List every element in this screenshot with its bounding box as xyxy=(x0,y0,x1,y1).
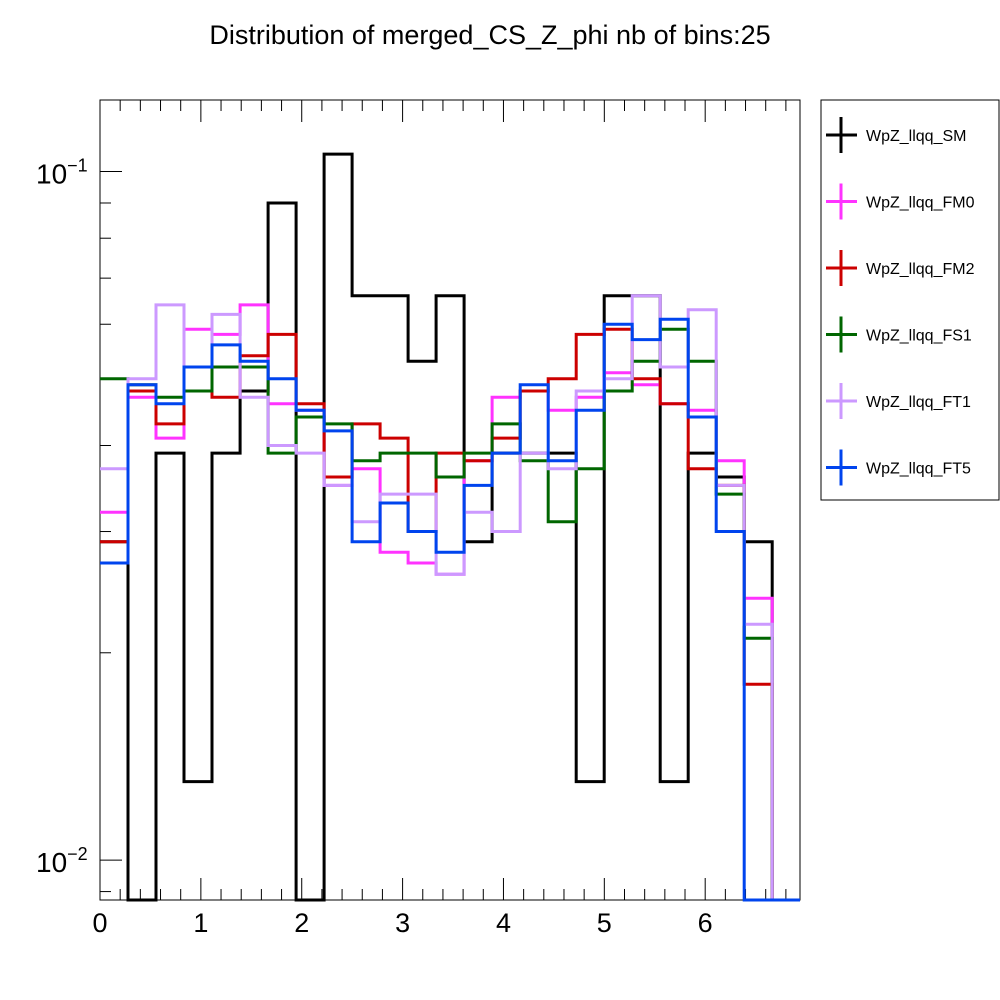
legend-item: WpZ_llqq_FS1 xyxy=(826,316,972,353)
x-tick-label: 1 xyxy=(193,908,208,938)
axes: 0 1 2 3 4 5 6 10−1 10−2 xyxy=(36,100,787,938)
x-tick-label: 5 xyxy=(597,908,612,938)
x-tick-label: 2 xyxy=(294,908,309,938)
x-tick-label: 3 xyxy=(395,908,410,938)
series-line-wpz-llqq-fm2 xyxy=(100,327,800,902)
series-line-wpz-llqq-fm0 xyxy=(100,303,800,902)
legend-item: WpZ_llqq_SM xyxy=(826,117,966,153)
legend: WpZ_llqq_SM WpZ_llqq_FM0 WpZ_llqq_FM2 WpZ_l… xyxy=(820,99,1000,501)
legend-label: WpZ_llqq_FM0 xyxy=(866,195,975,212)
series-layer xyxy=(100,152,800,902)
x-tick-label: 6 xyxy=(698,908,713,938)
legend-item: WpZ_llqq_FT1 xyxy=(826,383,971,419)
legend-item: WpZ_llqq_FM2 xyxy=(826,250,975,286)
legend-item: WpZ_llqq_FT5 xyxy=(826,449,971,486)
series-line-wpz-llqq-ft1 xyxy=(100,294,800,902)
chart-title: Distribution of merged_CS_Z_phi nb of bi… xyxy=(209,20,770,50)
legend-label: WpZ_llqq_FM2 xyxy=(866,261,975,278)
y-tick-label: 10−1 xyxy=(36,155,88,189)
x-tick-label: 4 xyxy=(496,908,511,938)
legend-label: WpZ_llqq_SM xyxy=(866,128,966,145)
legend-frame xyxy=(820,99,1000,501)
legend-label: WpZ_llqq_FS1 xyxy=(866,328,972,345)
y-tick-label: 10−2 xyxy=(36,844,88,878)
series-line-wpz-llqq-fs1 xyxy=(100,327,800,902)
x-tick-label: 0 xyxy=(92,908,107,938)
series-line-wpz-llqq-sm xyxy=(100,152,800,902)
series-line-wpz-llqq-ft5 xyxy=(100,317,800,902)
legend-item: WpZ_llqq_FM0 xyxy=(826,183,975,220)
plot-frame xyxy=(99,99,801,901)
legend-label: WpZ_llqq_FT5 xyxy=(866,461,971,478)
legend-label: WpZ_llqq_FT1 xyxy=(866,394,971,411)
